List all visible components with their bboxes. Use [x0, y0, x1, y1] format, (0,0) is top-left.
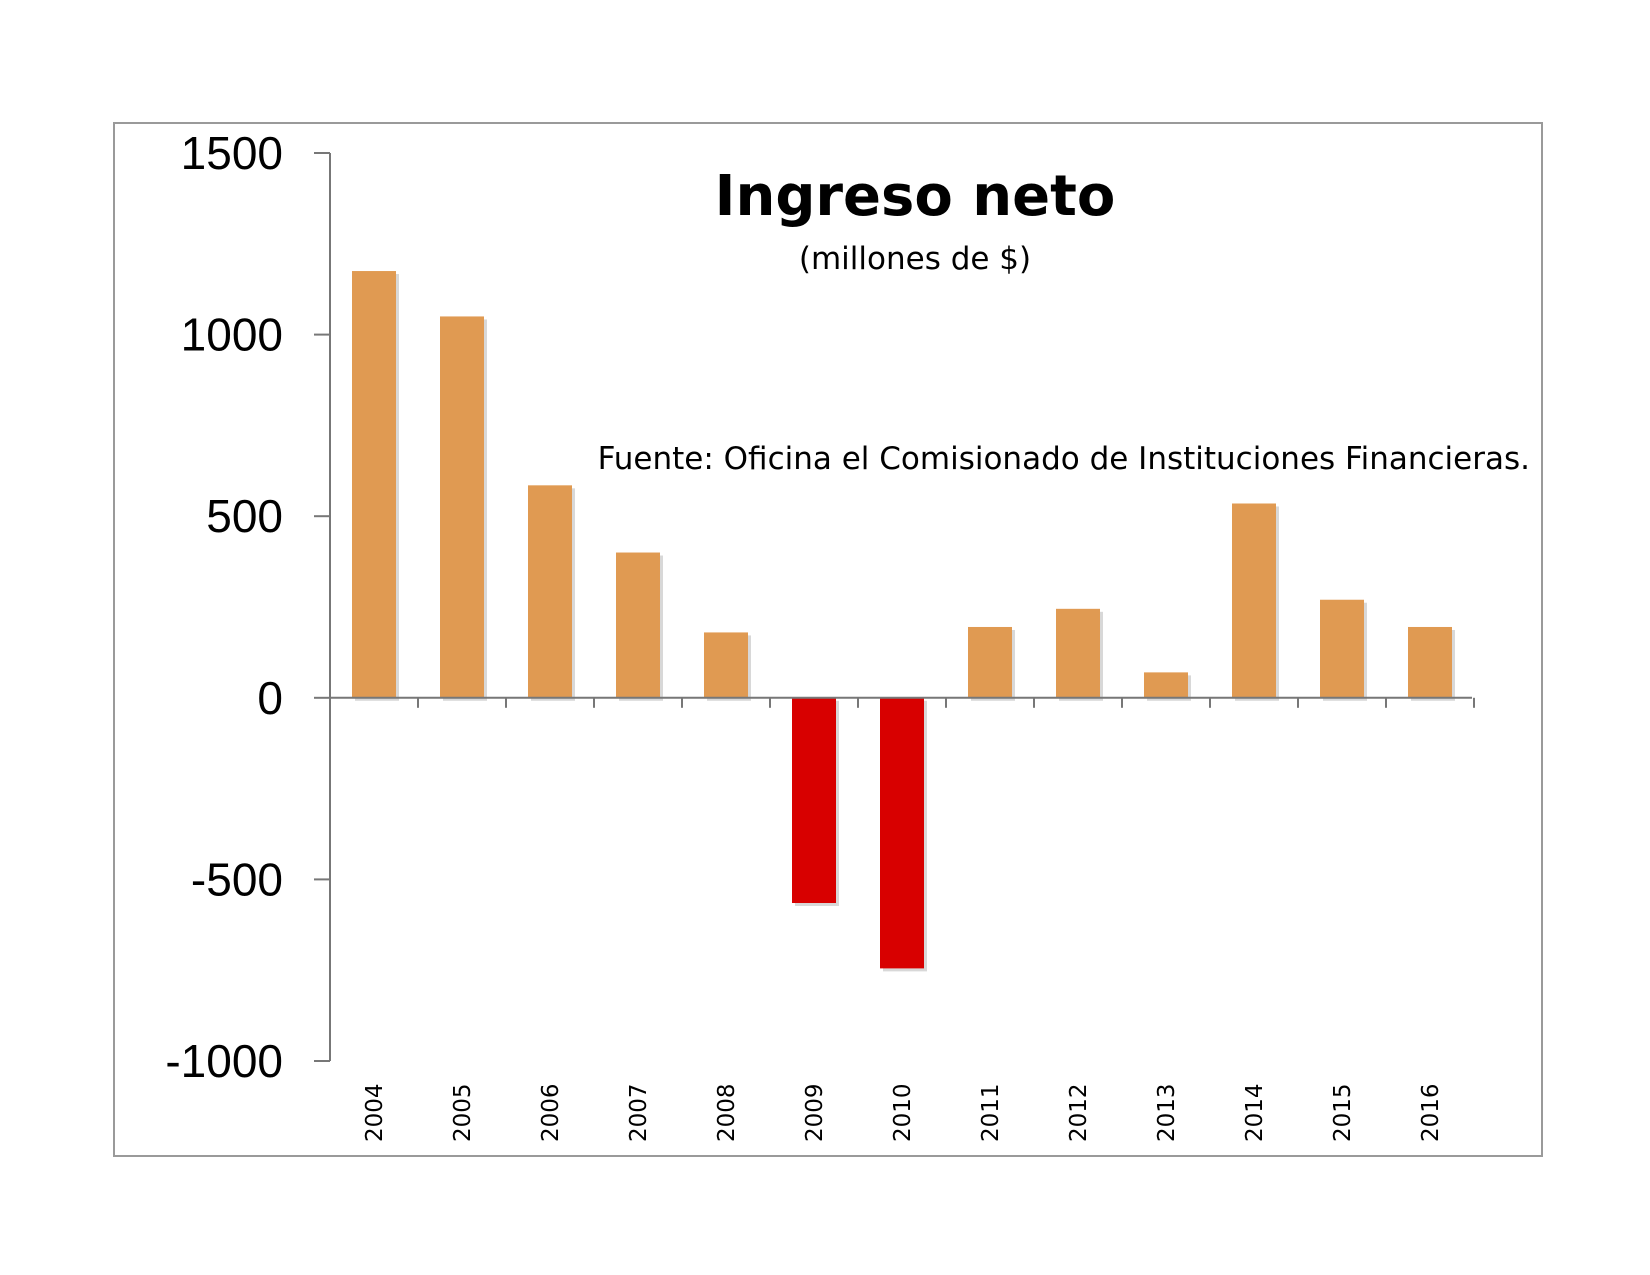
bar-2010 [880, 697, 924, 969]
chart-frame [113, 122, 1543, 1157]
x-tick-label: 2005 [450, 1083, 476, 1142]
source-annotation: Fuente: Oficina el Comisionado de Instit… [598, 441, 1530, 477]
x-tick-label: 2013 [1154, 1083, 1180, 1142]
bar-2007 [616, 552, 660, 698]
axes [314, 152, 1475, 1062]
bar-2005 [440, 316, 484, 698]
x-tick-labels: 2004 2005 2006 2007 2008 2009 2010 2011 2012 2013… [362, 1083, 1444, 1142]
bar-2004 [352, 271, 396, 698]
x-tick-label: 2012 [1066, 1083, 1092, 1142]
bar-2015 [1320, 599, 1364, 698]
bar-2009 [792, 697, 836, 904]
x-tick-label: 2015 [1330, 1083, 1356, 1142]
y-tick-label: -500 [191, 853, 283, 905]
x-tick-label: 2008 [714, 1083, 740, 1142]
x-tick-label: 2009 [802, 1083, 828, 1142]
bar-2008 [704, 632, 748, 698]
bars-group [352, 271, 1455, 972]
x-tick-label: 2011 [978, 1083, 1004, 1142]
y-tick-label: -1000 [165, 1035, 283, 1087]
y-tick-label: 1000 [181, 309, 283, 361]
bar-2006 [528, 485, 572, 698]
x-tick-label: 2016 [1418, 1083, 1444, 1142]
x-tick-label: 2006 [538, 1083, 564, 1142]
x-tick-label: 2004 [362, 1083, 388, 1142]
y-tick-labels: 1500 1000 500 0 -500 -1000 [165, 127, 283, 1087]
x-tick-label: 2014 [1242, 1083, 1268, 1142]
bar-2016 [1408, 626, 1452, 698]
bar-2011 [968, 626, 1012, 698]
y-tick-label: 1500 [181, 127, 283, 179]
bar-2013 [1144, 672, 1188, 698]
x-tick-label: 2007 [626, 1083, 652, 1142]
chart-subtitle: (millones de $) [799, 241, 1031, 277]
bar-2014 [1232, 503, 1276, 698]
y-tick-label: 500 [206, 490, 283, 542]
y-tick-label: 0 [257, 672, 283, 724]
bar-2012 [1056, 608, 1100, 698]
x-tick-label: 2010 [890, 1083, 916, 1142]
chart-title: Ingreso neto [715, 164, 1116, 229]
